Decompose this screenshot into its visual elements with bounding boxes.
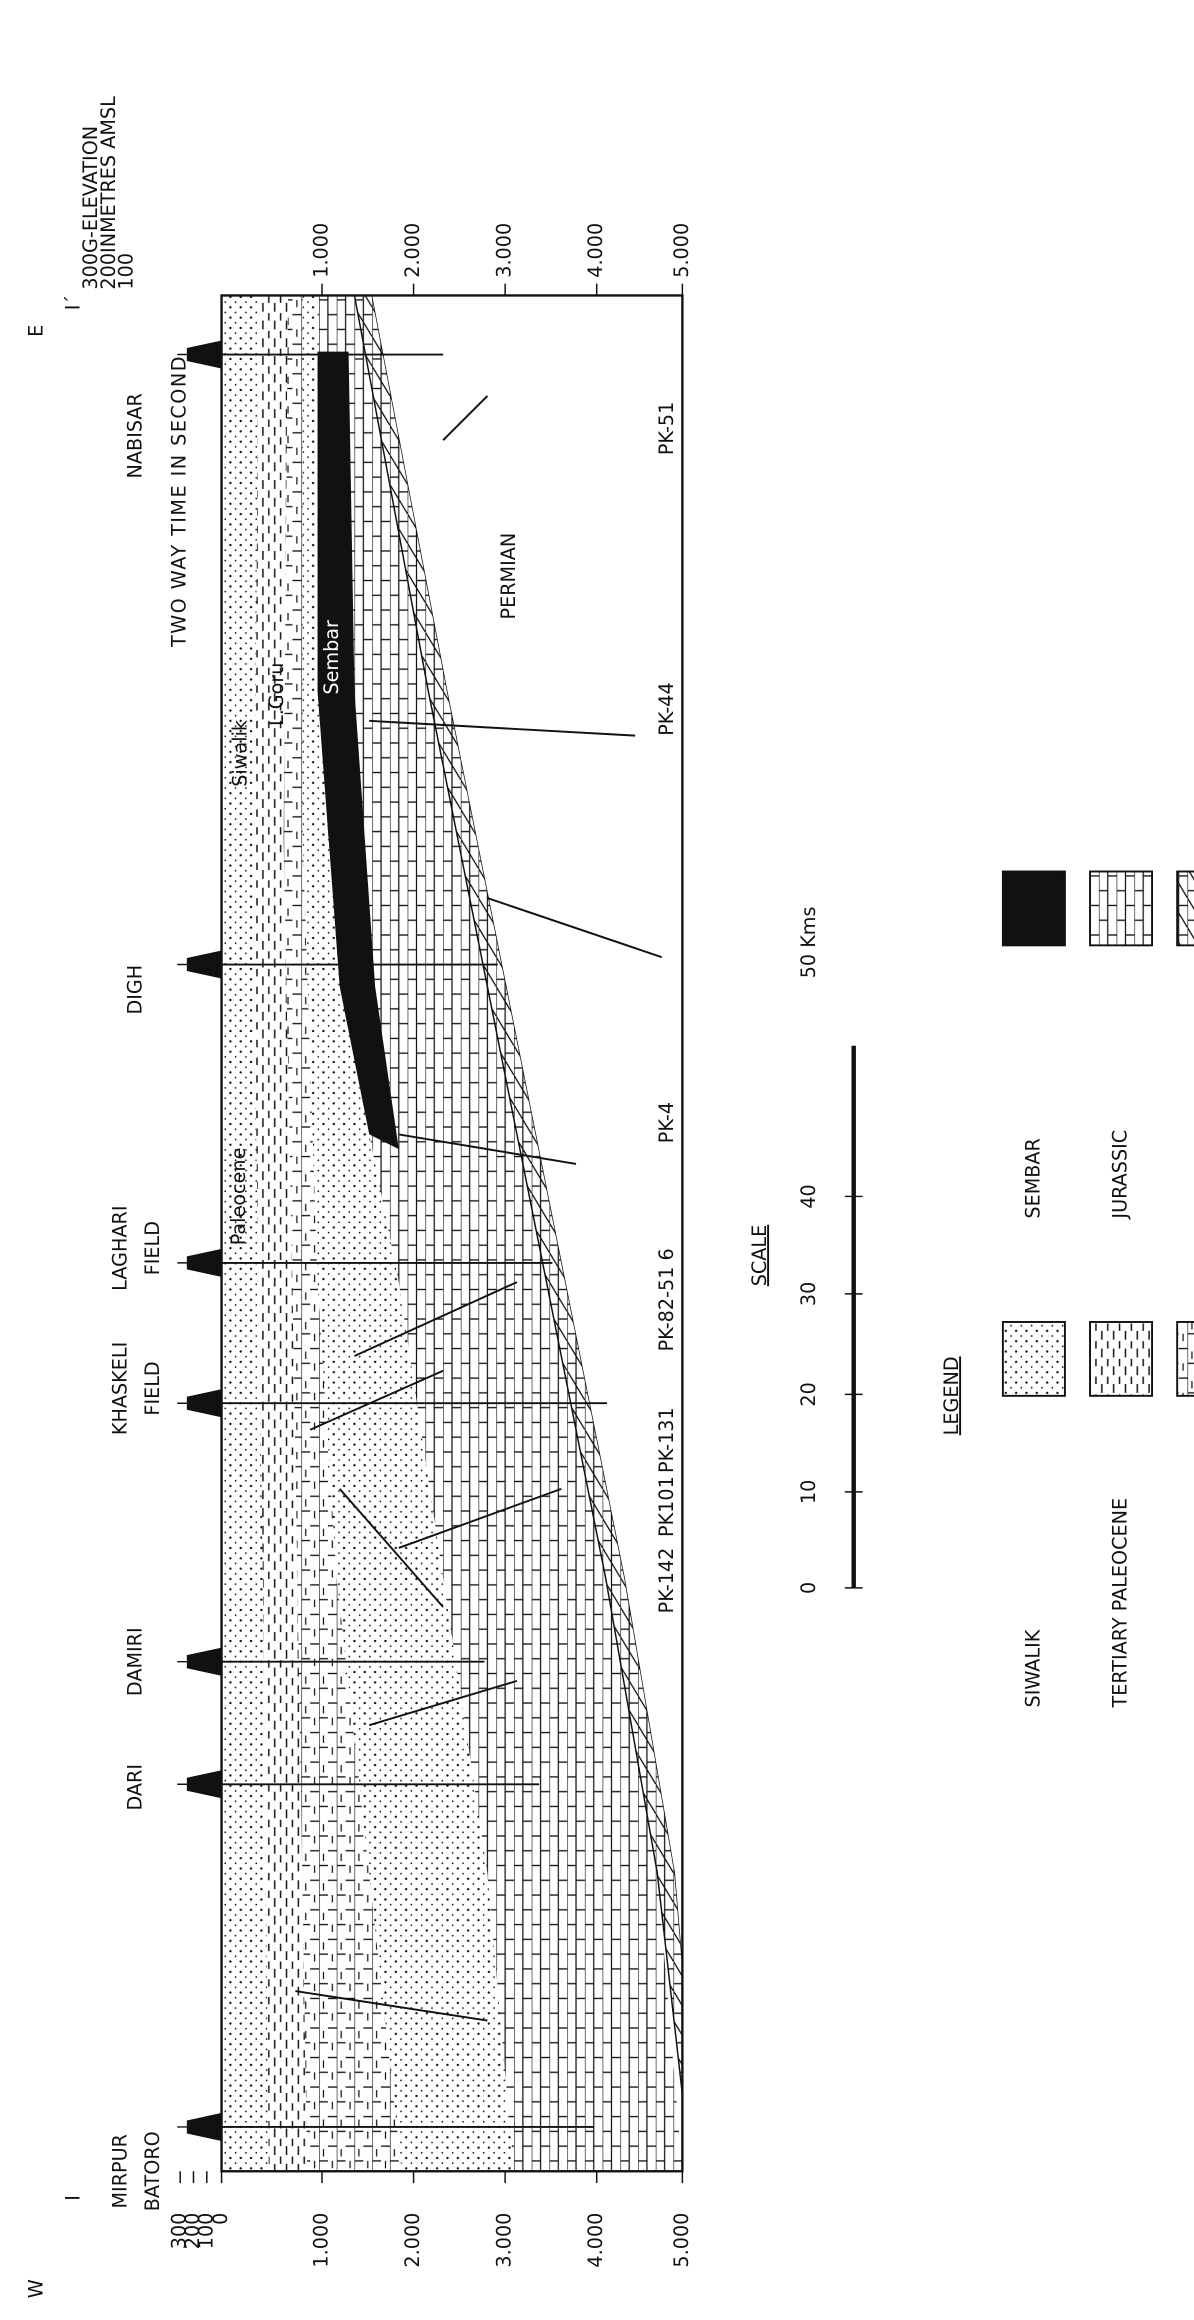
section-label: L.Goru (265, 663, 288, 726)
page: {"markers": {"west": "W", "east": "E", "… (0, 0, 1194, 2316)
legend-swatch (1090, 1322, 1152, 1396)
well-name: MIRPUR (109, 2134, 132, 2209)
right-tick-label: 4.000 (584, 223, 607, 278)
legend-swatch (1090, 871, 1152, 945)
section-label: PERMIAN (497, 533, 520, 620)
legend-label: SEMBAR (1021, 1138, 1044, 1218)
scale-tick-label: 10 (797, 1480, 820, 1504)
section-end: I´ (61, 295, 84, 310)
legend-title: LEGEND (940, 1356, 963, 1435)
right-tick-label: 1.000 (309, 223, 332, 278)
section-label: Paleocene (227, 1148, 250, 1246)
left-tick-label: 2.000 (401, 2213, 424, 2268)
well-name: DAMIRI (123, 1627, 146, 1696)
legend-label: TERTIARY PALEOCENE (1109, 1498, 1132, 1709)
right-tick-label: 5.000 (670, 223, 693, 278)
well-symbol (177, 1771, 221, 1798)
well-label: PK-4 (655, 1102, 678, 1143)
well-name: FIELD (141, 1361, 164, 1415)
well-symbol (177, 951, 221, 978)
well-name: DARI (123, 1764, 146, 1811)
right-tick-label: 2.000 (401, 223, 424, 278)
left-tick-label: 0 (209, 2213, 232, 2225)
legend-label: JURASSIC (1109, 1130, 1132, 1220)
cross-section-figure: WEII´300G-ELEVATION200INMETRES AMSL100TW… (0, 0, 1194, 2316)
scale-title: SCALE (748, 1225, 771, 1287)
legend-swatch (1003, 1322, 1065, 1396)
section-start: I (61, 2195, 84, 2201)
legend-label: SIWALIK (1021, 1629, 1044, 1707)
well-label: PK-142 (655, 1548, 678, 1614)
well-symbol (177, 1390, 221, 1417)
legend-swatch (1177, 1322, 1194, 1396)
well-symbol (177, 2114, 221, 2141)
well-label: PK-51 (655, 402, 678, 455)
well-name: BATORO (141, 2131, 164, 2211)
left-tick-label: 3.000 (493, 2213, 516, 2268)
scale-end-label: 50 Kms (797, 906, 820, 978)
well-label: PK-44 (655, 682, 678, 735)
left-tick-label: 4.000 (584, 2213, 607, 2268)
well-name: DIGH (123, 965, 146, 1015)
well-label: PK101 (655, 1476, 678, 1537)
legend-swatch (1177, 871, 1194, 945)
well-symbol (177, 1250, 221, 1277)
well-label: PK-131 (655, 1407, 678, 1473)
section-label: Siwalik (228, 719, 251, 787)
well-name: KHASKELI (109, 1342, 132, 1435)
left-tick-label: 1.000 (309, 2213, 332, 2268)
section-label: Sembar (320, 620, 343, 695)
scale-tick-label: 30 (797, 1282, 820, 1306)
well-name: NABISAR (123, 393, 146, 478)
scale-tick-label: 40 (797, 1184, 820, 1208)
elevation-label: 100 (115, 253, 138, 290)
left-tick-label: 5.000 (670, 2213, 693, 2268)
well-name: FIELD (141, 1221, 164, 1275)
legend-swatch (1003, 871, 1065, 945)
right-tick-label: 3.000 (493, 223, 516, 278)
well-name: LAGHARI (109, 1205, 132, 1290)
time-axis-title: TWO WAY TIME IN SECOND (168, 355, 191, 648)
scale-tick-label: 20 (797, 1382, 820, 1406)
well-label: PK-82-51 6 (655, 1248, 678, 1351)
scale-tick-label: 0 (797, 1582, 820, 1594)
east-marker: E (24, 325, 47, 337)
west-marker: W (24, 2279, 47, 2298)
well-symbol (177, 1648, 221, 1675)
